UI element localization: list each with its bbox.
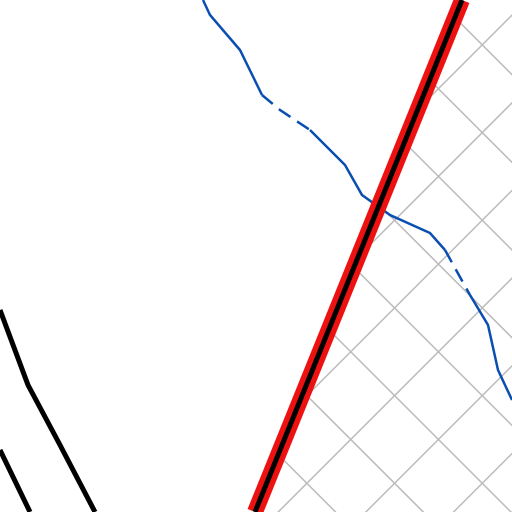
stream-dashed: [261, 94, 311, 132]
stream: [468, 294, 512, 401]
boundary-road-center: [252, 0, 465, 512]
road: [0, 309, 98, 512]
stream: [201, 0, 264, 96]
stream-dashed: [443, 249, 472, 296]
road: [0, 448, 33, 512]
